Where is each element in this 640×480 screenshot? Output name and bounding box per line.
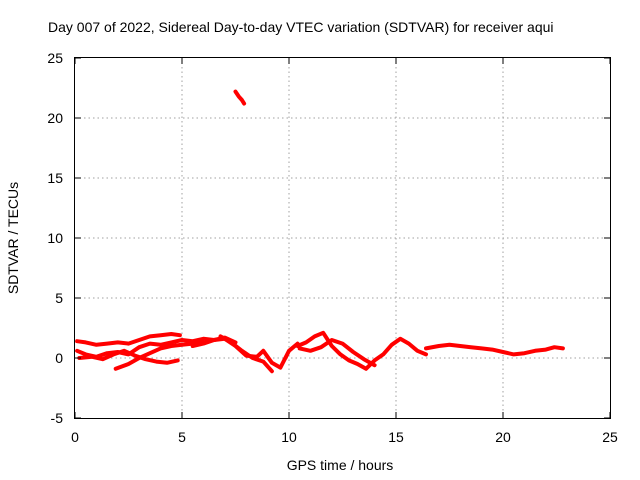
axis-ticks: 0 5 10 15 20 25 -5 0 5 10 15 20 25 — [47, 50, 618, 445]
y-tick-label: 0 — [55, 350, 63, 366]
grid — [75, 58, 610, 418]
series-pass-8 — [295, 330, 428, 371]
series-pass-7 — [233, 89, 247, 106]
y-tick-label: -5 — [51, 410, 64, 426]
series-pass-2 — [75, 335, 238, 359]
series-pass-3 — [77, 348, 180, 365]
x-tick-label: 0 — [71, 429, 79, 445]
series-pass-10 — [424, 342, 565, 357]
y-tick-label: 10 — [47, 230, 63, 246]
x-tick-label: 20 — [495, 429, 511, 445]
y-tick-label: 15 — [47, 170, 63, 186]
series-pass-1 — [75, 332, 182, 347]
y-tick-label: 20 — [47, 110, 63, 126]
x-tick-label: 25 — [602, 429, 618, 445]
series-pass-6 — [218, 334, 274, 374]
x-tick-label: 5 — [178, 429, 186, 445]
y-tick-label: 25 — [47, 50, 63, 66]
y-tick-label: 5 — [55, 290, 63, 306]
series-pass-9 — [297, 338, 377, 368]
x-tick-label: 10 — [281, 429, 297, 445]
chart-title: Day 007 of 2022, Sidereal Day-to-day VTE… — [48, 19, 554, 35]
x-tick-label: 15 — [388, 429, 404, 445]
series-layer — [75, 89, 565, 374]
plot-frame — [74, 57, 611, 419]
y-axis-label: SDTVAR / TECUs — [5, 182, 21, 294]
series-pass-4 — [113, 340, 206, 371]
x-axis-label: GPS time / hours — [287, 457, 394, 473]
